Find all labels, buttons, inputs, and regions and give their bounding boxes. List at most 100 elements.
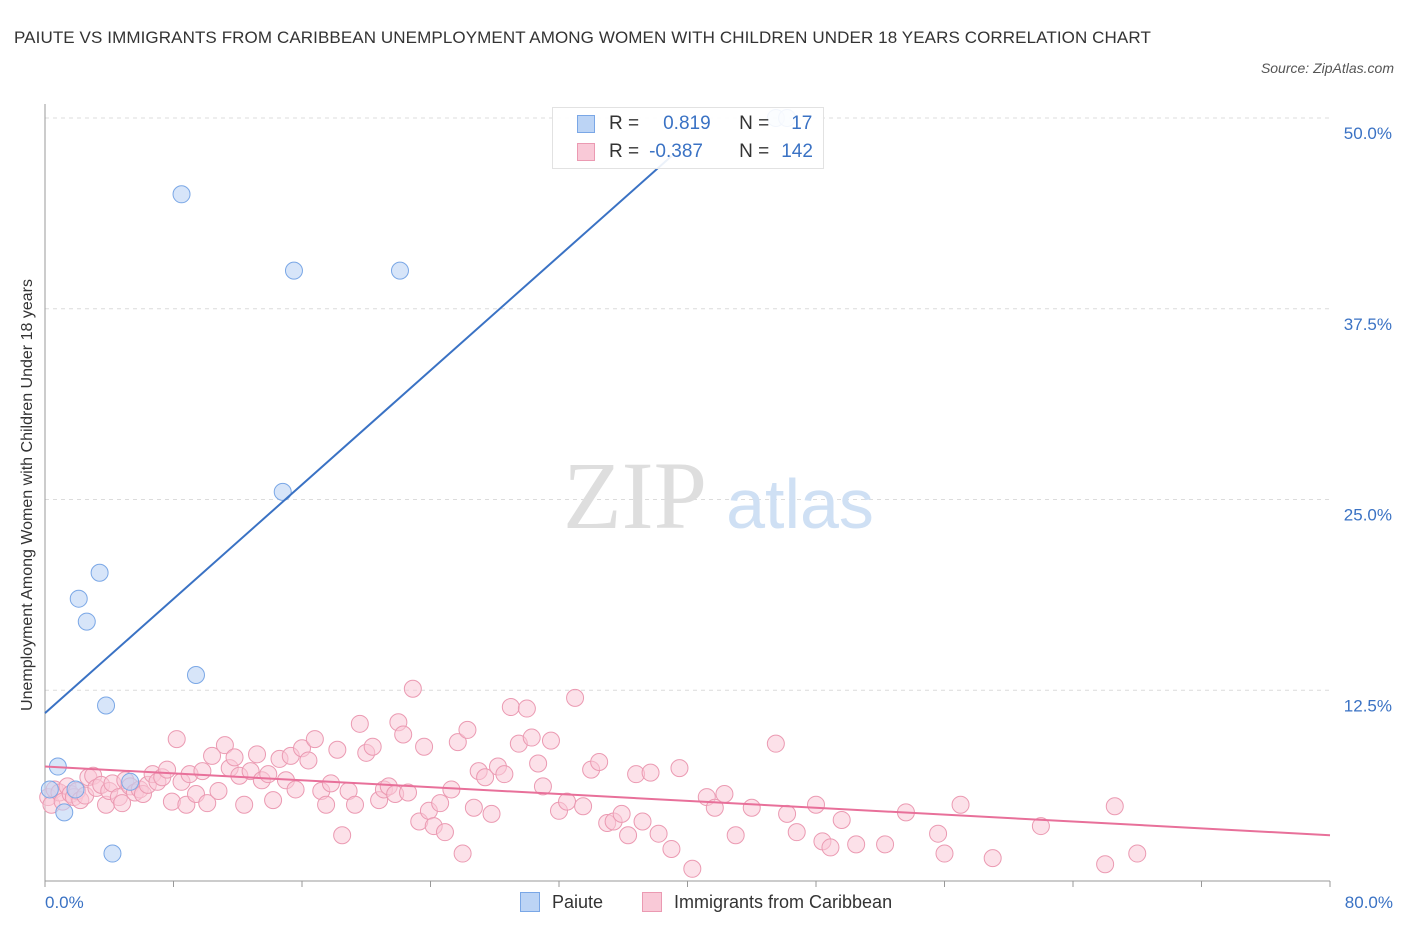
caribbean-point-72: [394, 725, 413, 744]
caribbean-swatch: [577, 143, 595, 161]
paiute-legend-label: Paiute: [552, 891, 604, 912]
caribbean-point-93: [517, 699, 536, 718]
caribbean-point-120: [766, 734, 785, 753]
caribbean-point-73: [399, 783, 418, 802]
caribbean-point-94: [522, 728, 541, 747]
caribbean-point-19: [113, 794, 132, 813]
caribbean-point-87: [476, 768, 495, 787]
caribbean-point-56: [305, 730, 324, 749]
caribbean-point-60: [328, 740, 347, 759]
y-tick-label-2: 37.5%: [1344, 315, 1392, 334]
caribbean-point-88: [482, 804, 501, 823]
caribbean-point-128: [876, 835, 895, 854]
paiute-point-5: [77, 612, 96, 631]
y-tick-label-0: 12.5%: [1344, 696, 1392, 715]
caribbean-point-113: [670, 759, 689, 778]
paiute-point-11: [186, 665, 205, 684]
caribbean-point-36: [193, 762, 212, 781]
caribbean-r-value: -0.387: [649, 141, 703, 162]
legend-row-paiute: R = 0.819 N = 17: [577, 112, 812, 136]
paiute-swatch: [577, 115, 595, 133]
caribbean-point-38: [203, 746, 222, 765]
caribbean-point-55: [299, 751, 318, 770]
caribbean-point-119: [742, 798, 761, 817]
n-label: N =: [739, 141, 770, 162]
paiute-point-9: [121, 772, 140, 791]
caribbean-point-49: [264, 791, 283, 810]
r-label: R =: [609, 141, 640, 162]
caribbean-point-31: [167, 730, 186, 749]
trend-lines: [44, 155, 1331, 837]
caribbean-point-61: [333, 826, 352, 845]
caribbean-point-46: [248, 745, 267, 764]
r-label: R =: [609, 113, 640, 134]
y-tick-label-1: 25.0%: [1344, 506, 1392, 525]
caribbean-point-59: [321, 774, 340, 793]
caribbean-point-37: [198, 794, 217, 813]
caribbean-point-58: [317, 795, 336, 814]
legend-item-caribbean: Immigrants from Caribbean: [642, 890, 892, 914]
caribbean-point-131: [935, 844, 954, 863]
caribbean-point-133: [983, 849, 1002, 868]
caribbean-point-137: [1128, 844, 1147, 863]
paiute-point-2: [55, 803, 74, 822]
axes: [44, 104, 1331, 887]
caribbean-point-121: [778, 804, 797, 823]
caribbean-point-96: [533, 777, 552, 796]
n-label: N =: [739, 113, 770, 134]
caribbean-point-114: [683, 859, 702, 878]
y-tick-label-3: 50.0%: [1344, 124, 1392, 143]
caribbean-point-106: [612, 804, 631, 823]
caribbean-point-66: [363, 737, 382, 756]
watermark: ZIP atlas: [563, 442, 874, 549]
caribbean-point-84: [458, 720, 477, 739]
caribbean-point-122: [787, 823, 806, 842]
caribbean-point-109: [633, 812, 652, 831]
bottom-legend: Paiute Immigrants from Caribbean: [0, 890, 1406, 914]
caribbean-point-40: [215, 736, 234, 755]
caribbean-point-79: [431, 794, 450, 813]
caribbean-point-82: [448, 733, 467, 752]
caribbean-point-29: [158, 760, 177, 779]
gridlines: [45, 117, 1330, 691]
caribbean-legend-swatch: [642, 892, 662, 912]
caribbean-point-97: [541, 731, 560, 750]
caribbean-n-value: 142: [781, 141, 813, 162]
caribbean-point-111: [649, 824, 668, 843]
caribbean-point-80: [435, 823, 454, 842]
caribbean-point-118: [726, 826, 745, 845]
caribbean-point-91: [501, 698, 520, 717]
caribbean-point-117: [715, 785, 734, 804]
caribbean-point-100: [566, 688, 585, 707]
caribbean-point-39: [209, 781, 228, 800]
caribbean-point-53: [286, 780, 305, 799]
paiute-point-13: [284, 261, 303, 280]
caribbean-point-127: [847, 835, 866, 854]
paiute-point-10: [172, 185, 191, 204]
caribbean-point-76: [415, 737, 434, 756]
legend-row-caribbean: R = -0.387 N = 142: [577, 140, 813, 164]
correlation-legend: R = 0.819 N = 17 R = -0.387 N = 142: [552, 107, 824, 169]
caribbean-point-83: [453, 844, 472, 863]
caribbean-point-132: [951, 795, 970, 814]
watermark-zip: ZIP: [563, 442, 707, 549]
paiute-trend-line: [44, 155, 673, 714]
caribbean-point-110: [641, 763, 660, 782]
caribbean-point-63: [346, 795, 365, 814]
paiute-point-7: [97, 696, 116, 715]
y-tick-labels: 12.5% 25.0% 37.5% 50.0%: [1344, 124, 1392, 715]
caribbean-point-112: [662, 839, 681, 858]
paiute-point-0: [40, 780, 59, 799]
caribbean-point-134: [1031, 817, 1050, 836]
caribbean-point-125: [821, 838, 840, 857]
caribbean-point-42: [225, 748, 244, 767]
caribbean-legend-label: Immigrants from Caribbean: [674, 891, 893, 912]
caribbean-point-135: [1096, 855, 1115, 874]
legend-item-paiute: Paiute: [520, 890, 603, 914]
chart-title: PAIUTE VS IMMIGRANTS FROM CARIBBEAN UNEM…: [14, 28, 1151, 47]
caribbean-point-103: [590, 752, 609, 771]
caribbean-point-101: [574, 797, 593, 816]
paiute-legend-swatch: [520, 892, 540, 912]
paiute-point-12: [273, 482, 292, 501]
